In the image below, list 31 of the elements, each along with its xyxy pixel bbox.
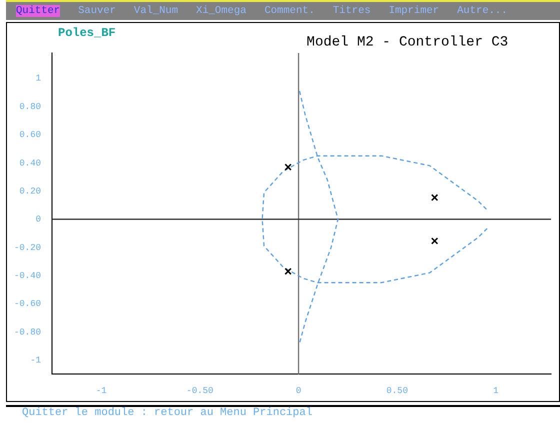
point [284,164,292,171]
text: Quitter [16,5,60,17]
y-tick-label: 0.60 [19,130,42,140]
x-tick-label: 1 [493,386,498,396]
y-axis-title: Poles_BF [58,26,116,40]
point [431,237,438,245]
x-tick-label: -1 [96,386,107,396]
x-tick-label: 0.50 [386,386,408,396]
y-tick-label: -0.20 [14,242,42,253]
y-tick-label: 0 [36,214,42,225]
text: Comment. [264,5,315,17]
y-tick-label: -0.40 [14,270,42,281]
point [284,268,292,275]
point [431,194,438,202]
y-tick-label: -0.80 [14,327,42,338]
y-tick-label: 0.80 [19,102,42,112]
text: Autre... [457,5,508,17]
x-tick-label: 0 [296,386,302,396]
text: Imprimer [388,5,440,17]
chart-title: Model M2 - Controller C3 [306,34,508,51]
text: Val_Num [134,5,178,17]
y-tick-label: 0.20 [19,186,42,196]
x-tick-label: -0.50 [186,386,214,396]
text: Quitter le module : retour au Menu Principal [6,405,560,423]
y-tick-label: 1 [36,74,42,84]
y-tick-label: -0.60 [14,299,42,310]
text: Titres [332,5,371,17]
y-tick-label: -1 [30,356,42,366]
text: Xi_Omega [196,5,246,17]
text: Sauver [78,5,116,17]
y-tick-label: 0.40 [19,158,42,168]
